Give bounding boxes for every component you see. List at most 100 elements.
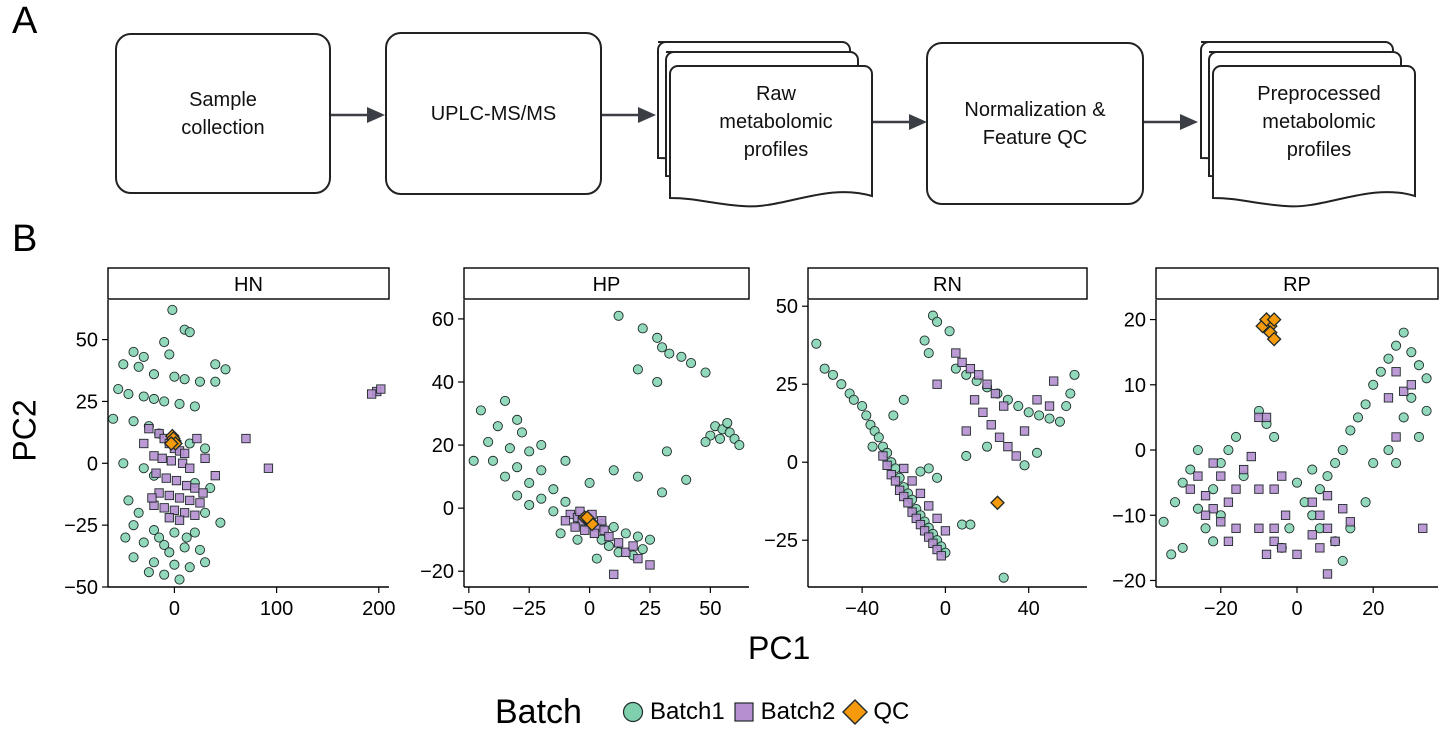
batch1-point (873, 432, 884, 443)
batch1-point (915, 466, 926, 477)
batch1-point (560, 455, 571, 466)
batch1-point (888, 410, 899, 421)
batch1-point (661, 446, 672, 457)
batch2-point (1307, 530, 1317, 540)
batch2-point (645, 560, 655, 570)
batch1-point (548, 484, 559, 495)
batch2-point (903, 498, 913, 508)
x-tick-label: 100 (260, 598, 293, 620)
batch1-point (898, 394, 909, 405)
batch1-point (652, 376, 663, 388)
batch1-point (714, 433, 726, 444)
batch1-point (857, 401, 868, 412)
batch1-point (468, 455, 479, 466)
batch1-point (200, 557, 211, 568)
batch1-point (169, 559, 180, 570)
batch1-point (681, 474, 692, 485)
batch2-point (154, 488, 164, 498)
batch1-point (1398, 412, 1409, 423)
y-tick-label: −20 (1112, 570, 1146, 592)
batch1-point (1170, 497, 1181, 508)
batch2-point (621, 547, 631, 557)
batch2-point (166, 456, 177, 466)
batch1-point (1383, 444, 1394, 456)
batch2-point (609, 569, 619, 580)
batch2-point (633, 553, 643, 564)
batch1-point (1383, 353, 1394, 364)
step-sample-collection: Sample collection (115, 33, 331, 194)
step-label: Raw metabolomic profiles (719, 83, 833, 161)
batch2-point (144, 424, 154, 434)
batch1-point (159, 337, 170, 348)
batch1-point (982, 441, 993, 452)
batch2-point (1322, 491, 1333, 501)
facet-title: HN (234, 274, 263, 296)
batch1-point (676, 351, 687, 362)
batch1-point (164, 547, 175, 558)
batch1-point (591, 553, 602, 564)
batch1-point (128, 346, 139, 358)
facet-rp: RP −20 0 20 −20 −10 0 10 20 (1112, 267, 1439, 620)
batch2-point (154, 428, 164, 439)
batch2-point (139, 438, 149, 449)
batch2-point (1277, 543, 1287, 553)
batch1-point (159, 539, 170, 550)
batch1-point (685, 358, 697, 369)
step-normalization: Normalization & Feature QC (926, 42, 1144, 205)
batch2-point (1238, 464, 1249, 475)
y-tick-label: −10 (1112, 505, 1146, 527)
batch2-point (179, 508, 190, 518)
batch2-point (1261, 549, 1272, 560)
batch2-point (899, 463, 909, 474)
batch1-point (1406, 347, 1417, 358)
step-raw-profiles: Raw metabolomic profiles (678, 76, 874, 168)
batch2-point (1399, 386, 1409, 396)
batch2-point (965, 363, 976, 374)
batch2-point (174, 515, 185, 525)
qc-point (163, 436, 179, 451)
batch2-point (1269, 523, 1279, 533)
batch1-point (1019, 460, 1030, 471)
batch1-point (487, 455, 499, 466)
batch1-point (512, 490, 523, 501)
batch1-point (657, 342, 668, 353)
batch1-point (811, 338, 822, 349)
batch2-point (597, 516, 607, 526)
batch1-point (536, 465, 547, 476)
y-tick-label: 0 (443, 498, 454, 520)
batch1-point (167, 304, 178, 315)
batch1-point (169, 527, 180, 538)
batch1-point (919, 335, 930, 346)
legend-item-batch2: Batch2 (731, 698, 835, 726)
diamond-icon (842, 699, 869, 725)
batch2-point (1406, 380, 1416, 390)
batch1-point (492, 421, 503, 432)
batch1-point (1421, 405, 1432, 416)
y-tick-label: 50 (76, 330, 98, 352)
batch1-point (560, 496, 571, 507)
batch2-point (570, 522, 580, 532)
batch1-point (1284, 523, 1295, 534)
batch1-point (159, 396, 170, 407)
x-axis-title: PC1 (748, 630, 811, 666)
x-tick-label: 0 (169, 598, 180, 620)
batch2-point (1292, 549, 1302, 560)
batch1-point (184, 562, 195, 573)
batch2-point (195, 498, 205, 508)
batch1-point (1061, 401, 1072, 412)
y-tick-label: 50 (776, 296, 798, 318)
batch1-point (1177, 542, 1188, 553)
batch1-point (516, 427, 528, 438)
batch1-point (1352, 412, 1364, 423)
batch1-point (1398, 327, 1409, 338)
batch1-point (1208, 484, 1219, 495)
legend: Batch Batch1 Batch2 QC (495, 690, 915, 734)
batch1-point (867, 441, 878, 452)
batch2-point (157, 453, 167, 463)
arrow-icon (873, 114, 927, 130)
batch2-point (628, 541, 638, 551)
qc-point (990, 495, 1005, 511)
square-icon (734, 702, 754, 722)
batch1-point (128, 520, 139, 531)
